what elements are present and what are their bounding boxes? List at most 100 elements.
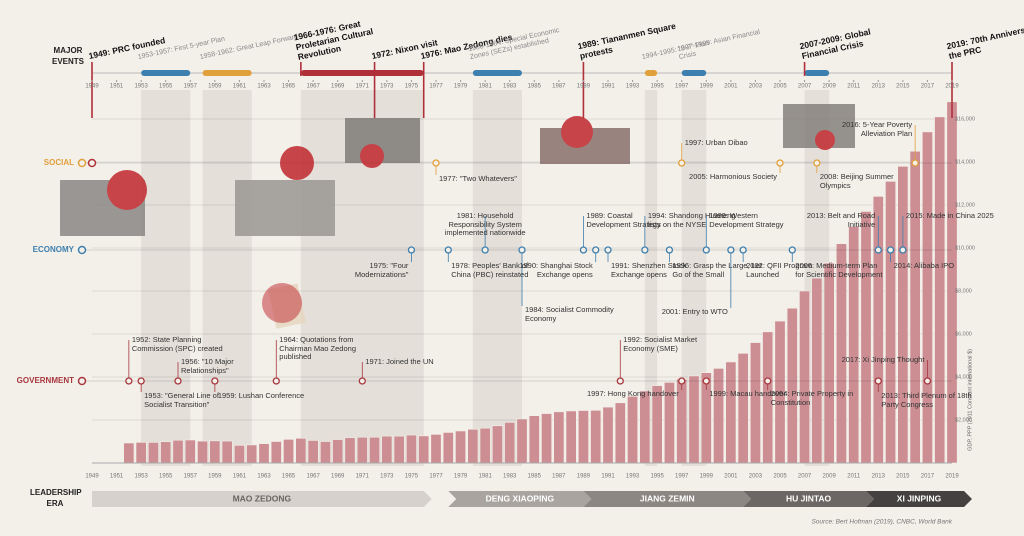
event-dot [125, 377, 133, 385]
photo [235, 180, 335, 236]
bar [270, 441, 282, 464]
event-label: 1975: "Four Modernizations" [354, 261, 409, 279]
event-dot [174, 377, 182, 385]
x-tick-label: 2007 [798, 474, 812, 480]
x-tick-label: 1957 [184, 474, 198, 480]
bar [123, 442, 135, 464]
era-arrow [448, 491, 592, 507]
era-label: DENG XIAOPING [486, 493, 555, 503]
x-tick-label: 2005 [773, 84, 787, 90]
event-pill [472, 70, 522, 76]
bar [393, 435, 405, 464]
event-pill [141, 70, 191, 76]
event-dot [137, 377, 145, 385]
event-dot [272, 377, 280, 385]
event-pill [300, 70, 424, 76]
event-dot [764, 377, 772, 385]
bar [418, 435, 430, 464]
bar [786, 307, 798, 464]
x-tick-label: 1971 [356, 84, 370, 90]
event-label: 1999: Macau handover [709, 389, 787, 398]
bar [565, 410, 577, 464]
event-label: 1992: Socialist Market Economy (SME) [623, 335, 698, 353]
y-tick-label: $8,000 [955, 288, 972, 294]
event-dot [604, 246, 612, 254]
event-label: 1952: State Planning Commission (SPC) cr… [131, 335, 223, 353]
y-tick-label: $10,000 [955, 245, 975, 251]
event-label: 2013: Third Plenum of 18th Party Congres… [881, 391, 972, 409]
event-label: 1997: Urban Dibao [684, 138, 748, 147]
bar [172, 439, 184, 464]
y-tick-label: $2,000 [955, 417, 972, 423]
event-label: 1953: "General Line of Socialist Transit… [144, 391, 219, 409]
bar [516, 418, 528, 464]
bar [184, 439, 196, 464]
y-tick-label: $4,000 [955, 374, 972, 380]
x-tick-label: 1963 [257, 84, 271, 90]
photos [60, 104, 855, 329]
event-dot [518, 246, 526, 254]
event-dot [641, 246, 649, 254]
bar [307, 440, 319, 464]
x-tick-label: 2015 [896, 474, 910, 480]
x-tick-label: 1967 [306, 84, 320, 90]
event-label: 1999: Western Development Strategy [709, 211, 784, 229]
bar [504, 422, 516, 464]
event-pill [202, 70, 252, 76]
x-tick-label: 1959 [208, 84, 222, 90]
x-tick-label: 1991 [601, 474, 615, 480]
x-tick-label: 1983 [503, 84, 517, 90]
event-dot [678, 377, 686, 385]
event-dot [739, 246, 747, 254]
event-dot [911, 159, 919, 167]
x-tick-label: 1971 [356, 474, 370, 480]
bar [921, 131, 933, 464]
x-tick-label: 1955 [159, 474, 173, 480]
x-tick-label: 1989 [577, 84, 591, 90]
row-marker [77, 158, 87, 168]
event-dot [813, 159, 821, 167]
x-tick-label: 1983 [503, 474, 517, 480]
x-tick-label: 2011 [847, 84, 861, 90]
x-tick-label: 1999 [700, 474, 714, 480]
bar [590, 410, 602, 464]
x-tick-label: 1979 [454, 474, 468, 480]
event-label: 1990: Shanghai Stock Exchange opens [519, 261, 593, 279]
bar [209, 440, 221, 464]
event-label: 1964: Quotations from Chairman Mao Zedon… [279, 335, 356, 362]
events-heading: EVENTS [51, 57, 84, 66]
event-label: 1984: Socialist Commodity Economy [525, 305, 614, 323]
bar [455, 430, 467, 464]
y-axis-label: GDP, PPP (2011 Constant international $) [967, 349, 973, 451]
x-tick-label: 1999 [700, 84, 714, 90]
event-dot [211, 377, 219, 385]
x-tick-label: 1953 [134, 84, 148, 90]
row-label: GOVERNMENT [17, 376, 74, 385]
bar [258, 443, 270, 464]
x-tick-label: 2003 [749, 474, 763, 480]
event-label: 2008: Beijing Summer Olympics [819, 172, 894, 190]
source: Source: Bert Hofman (2019), CNBC, World … [811, 519, 952, 526]
x-tick-label: 2013 [872, 474, 886, 480]
event-dot [776, 159, 784, 167]
photo-accent [561, 116, 593, 148]
bar [737, 353, 749, 464]
bar [369, 436, 381, 464]
x-tick-label: 1977 [429, 84, 443, 90]
x-tick-label: 2003 [749, 84, 763, 90]
bar [934, 116, 946, 464]
leadership-heading: ERA [46, 499, 64, 508]
event-label: 2013: Belt and Road Initiative [806, 211, 876, 229]
x-tick-label: 2009 [822, 84, 836, 90]
bar [541, 413, 553, 464]
event-dot [432, 159, 440, 167]
x-tick-label: 1973 [380, 84, 394, 90]
row-marker [77, 376, 87, 386]
photo-accent [262, 283, 302, 323]
x-tick-label: 1965 [282, 84, 296, 90]
event-dot [874, 246, 882, 254]
x-tick-label: 1949 [85, 84, 99, 90]
bar [553, 411, 565, 464]
event-label: 1989: Coastal Development Strategy [586, 211, 661, 229]
